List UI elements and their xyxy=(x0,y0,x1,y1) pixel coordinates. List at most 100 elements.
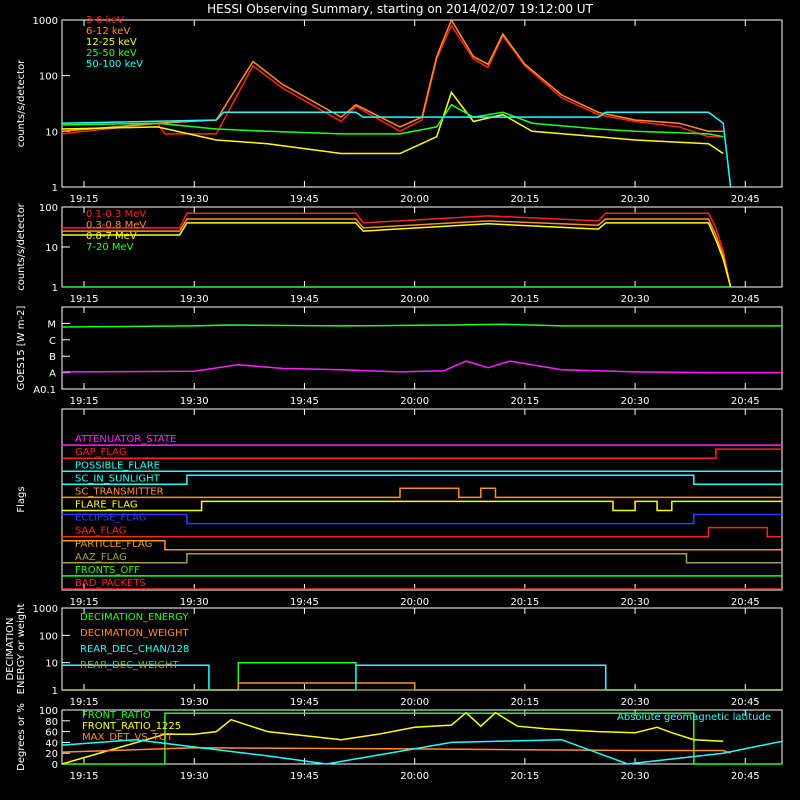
legend-entry: 0.8-7 MeV xyxy=(86,231,137,242)
legend-entry: DECIMATION_ENERGY xyxy=(80,612,189,623)
time-tick-label: 20:00 xyxy=(400,771,429,782)
panel-goes: 19:15 19:30 19:45 20:00 20:15 20:30 20:45 A0.1 A… xyxy=(16,306,783,407)
legend-entry: REAR_DEC_CHAN/128 xyxy=(80,644,189,655)
y-tick-label: 100 xyxy=(39,631,58,642)
y-axis-label: Flags xyxy=(16,486,27,512)
time-tick-label: 19:15 xyxy=(70,194,99,205)
y-axis-label: GOES15 [W m-2] xyxy=(16,306,27,391)
time-tick-label: 19:45 xyxy=(290,697,319,708)
legend-entry: REAR_DEC_WEIGHT xyxy=(80,660,179,671)
y-tick-label: 100 xyxy=(39,72,58,83)
y-axis-label: DECIMATION xyxy=(5,617,16,680)
goes-class-label: B xyxy=(49,352,56,363)
legend-entry: FRONT_RATIO_1225 xyxy=(82,721,181,732)
series-line-ratios-3 xyxy=(61,738,783,765)
flag-label: FRONTS_OFF xyxy=(75,565,140,576)
annotation-label: Absolute geomagnetic latitude xyxy=(617,712,771,723)
time-tick-label: 19:30 xyxy=(180,771,209,782)
legend-entry: 3-6 keV xyxy=(86,15,124,26)
legend-entry: MAX_DET_VS_TOT xyxy=(82,732,174,743)
flag-label: GAP_FLAG xyxy=(75,447,127,458)
time-tick-label: 19:15 xyxy=(70,396,99,407)
flag-line-5 xyxy=(62,500,782,512)
time-tick-label: 20:45 xyxy=(731,697,760,708)
series-line-lightcurve-low-3 xyxy=(61,103,724,138)
y-tick-label: 40 xyxy=(45,738,58,749)
y-tick-label: 10 xyxy=(45,659,58,670)
legend-entry: FRONT_RATIO xyxy=(82,710,151,721)
time-tick-label: 19:15 xyxy=(70,294,99,305)
figure-title: HESSI Observing Summary, starting on 201… xyxy=(207,2,593,16)
time-tick-label: 19:15 xyxy=(70,697,99,708)
time-tick-label: 20:15 xyxy=(510,294,539,305)
flag-label: BAD_PACKETS xyxy=(75,578,146,589)
y-axis-label: counts/s/detector xyxy=(16,202,27,290)
time-tick-label: 19:15 xyxy=(70,597,99,608)
flag-label: ATTENUATOR_STATE xyxy=(75,434,176,445)
y-tick-label: 10 xyxy=(45,127,58,138)
series-line-lightcurve-low-1 xyxy=(61,18,724,133)
time-tick-label: 20:00 xyxy=(400,294,429,305)
flag-line-9 xyxy=(62,553,782,564)
legend-entry: 25-50 keV xyxy=(86,48,137,59)
y-axis-label: counts/s/detector xyxy=(16,59,27,147)
time-tick-label: 20:30 xyxy=(621,697,650,708)
time-tick-label: 19:30 xyxy=(180,597,209,608)
time-tick-label: 19:45 xyxy=(290,194,319,205)
series-line-ratios-1 xyxy=(61,711,724,765)
goes-class-label: C xyxy=(49,336,56,347)
series-line-lightcurve-low-2 xyxy=(61,90,724,155)
flag-label: POSSIBLE_FLARE xyxy=(75,460,160,471)
series-line-lightcurve-high-0 xyxy=(62,212,732,288)
y-axis-label: Degrees or % xyxy=(16,703,27,771)
panel-frame xyxy=(61,19,783,188)
flag-line-1 xyxy=(62,448,782,459)
time-tick-label: 20:45 xyxy=(731,396,760,407)
flag-line-7 xyxy=(62,526,782,538)
time-tick-label: 20:15 xyxy=(510,697,539,708)
time-tick-label: 20:45 xyxy=(731,194,760,205)
legend-entry: 0.1-0.3 MeV xyxy=(86,209,146,220)
panel-lightcurve-low: 19:15 19:30 19:45 20:00 20:15 20:30 20:45 1 10 10… xyxy=(16,15,783,205)
series-line-lightcurve-high-1 xyxy=(62,218,732,288)
flag-label: PARTICLE_FLAG xyxy=(75,539,152,550)
y-tick-label: 0 xyxy=(52,760,58,771)
y-tick-label: 1 xyxy=(52,686,58,697)
time-tick-label: 19:30 xyxy=(180,294,209,305)
time-tick-label: 20:00 xyxy=(400,194,429,205)
y-tick-label: 100 xyxy=(39,706,58,717)
legend-entry: DECIMATION_WEIGHT xyxy=(80,628,189,639)
y-tick-label: 1000 xyxy=(33,604,58,615)
time-tick-label: 20:45 xyxy=(731,597,760,608)
panel-flags: 19:15 19:30 19:45 20:00 20:15 20:30 20:45 Flags… xyxy=(16,408,783,608)
time-tick-label: 20:30 xyxy=(621,194,650,205)
time-tick-label: 20:15 xyxy=(510,771,539,782)
time-tick-label: 19:45 xyxy=(290,771,319,782)
series-line-lightcurve-low-0 xyxy=(61,23,724,138)
flag-line-3 xyxy=(62,474,782,486)
panel-lightcurve-high: 19:15 19:30 19:45 20:00 20:15 20:30 20:45 1 10 10… xyxy=(16,202,783,305)
panel-decimation: 19:15 19:30 19:45 20:00 20:15 20:30 20:45 1 10 10… xyxy=(5,604,783,708)
legend-entry: 12-25 keV xyxy=(86,37,137,48)
time-tick-label: 20:45 xyxy=(731,294,760,305)
time-tick-label: 19:45 xyxy=(290,597,319,608)
flag-line-4 xyxy=(62,487,782,499)
panel-frame xyxy=(61,709,783,765)
time-tick-label: 19:30 xyxy=(180,697,209,708)
series-line-ratios-0 xyxy=(62,712,782,765)
legend-entry: 6-12 keV xyxy=(86,26,130,37)
time-tick-label: 19:45 xyxy=(290,294,319,305)
time-tick-label: 20:15 xyxy=(510,597,539,608)
panel-frame xyxy=(61,408,783,591)
legend-entry: 50-100 keV xyxy=(86,59,143,70)
series-line-lightcurve-low-4 xyxy=(61,111,732,188)
time-tick-label: 20:00 xyxy=(400,697,429,708)
time-tick-label: 20:30 xyxy=(621,597,650,608)
time-tick-label: 19:45 xyxy=(290,396,319,407)
y-tick-label: 1000 xyxy=(33,16,58,27)
series-line-ratios-2 xyxy=(61,747,731,754)
time-tick-label: 20:30 xyxy=(621,294,650,305)
y-tick-label: 100 xyxy=(39,203,58,214)
goes-class-label: M xyxy=(47,319,56,330)
